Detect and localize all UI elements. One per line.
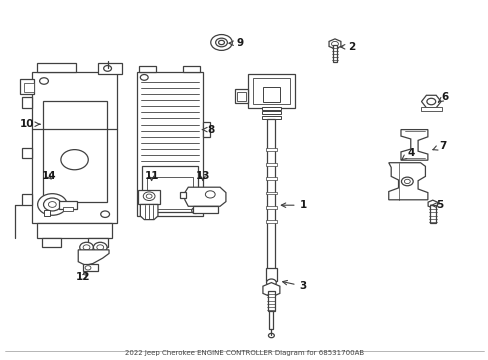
Text: 4: 4 (401, 148, 414, 159)
Text: 5: 5 (430, 200, 443, 210)
Circle shape (61, 150, 88, 170)
Bar (265, 220, 276, 223)
Circle shape (218, 40, 224, 45)
Circle shape (40, 78, 48, 84)
Polygon shape (184, 187, 225, 206)
Bar (261, 116, 281, 119)
Text: 2: 2 (340, 42, 355, 52)
Bar (183, 66, 200, 72)
Bar (20, 79, 34, 94)
Bar (37, 223, 112, 238)
Polygon shape (328, 39, 340, 49)
Bar (22, 97, 32, 108)
Circle shape (101, 211, 109, 217)
Circle shape (93, 242, 107, 252)
Circle shape (85, 266, 91, 270)
Bar (203, 122, 210, 137)
Circle shape (266, 279, 276, 286)
Circle shape (38, 194, 67, 215)
Circle shape (210, 35, 232, 50)
Bar (262, 87, 280, 102)
Circle shape (103, 66, 111, 71)
Bar (269, 311, 273, 329)
Bar (267, 119, 275, 270)
Circle shape (143, 192, 155, 201)
Bar (267, 291, 274, 311)
Bar (142, 166, 198, 212)
Bar (261, 111, 281, 114)
Circle shape (215, 38, 227, 47)
Bar (44, 210, 50, 216)
Bar (332, 45, 337, 62)
Text: 11: 11 (144, 171, 159, 181)
Bar (138, 190, 160, 204)
Text: 3: 3 (282, 280, 306, 291)
Circle shape (97, 245, 103, 250)
Circle shape (268, 333, 274, 338)
Polygon shape (388, 163, 427, 200)
Bar (37, 63, 76, 72)
Circle shape (83, 245, 90, 250)
Bar (420, 107, 441, 111)
Circle shape (426, 98, 435, 105)
Text: 10: 10 (20, 119, 40, 129)
Polygon shape (78, 250, 109, 265)
Bar (265, 268, 277, 281)
Circle shape (401, 177, 412, 186)
Circle shape (43, 198, 61, 211)
Bar (139, 66, 156, 72)
Text: 9: 9 (228, 38, 243, 48)
Polygon shape (140, 204, 158, 220)
Circle shape (140, 75, 148, 80)
Bar (41, 238, 61, 247)
Circle shape (146, 194, 152, 198)
Bar (146, 177, 193, 209)
Bar (42, 101, 106, 202)
Bar (180, 192, 185, 198)
Polygon shape (263, 283, 279, 297)
Bar (22, 148, 32, 158)
Circle shape (331, 41, 338, 46)
Bar (429, 205, 435, 223)
Bar (265, 177, 276, 180)
Circle shape (404, 179, 409, 184)
Circle shape (80, 242, 93, 252)
Text: 7: 7 (432, 141, 446, 151)
Polygon shape (421, 95, 440, 108)
Bar (98, 63, 122, 74)
Bar (234, 89, 247, 103)
Bar (24, 83, 34, 92)
Circle shape (205, 191, 215, 198)
Text: 13: 13 (195, 171, 210, 181)
Text: 6: 6 (437, 92, 447, 102)
Bar (88, 238, 107, 247)
Text: 2022 Jeep Cherokee ENGINE CONTROLLER Diagram for 68531700AB: 2022 Jeep Cherokee ENGINE CONTROLLER Dia… (124, 350, 364, 356)
Polygon shape (427, 200, 437, 208)
Bar (32, 72, 117, 223)
Bar (83, 264, 98, 271)
Bar (265, 148, 276, 151)
Bar (62, 207, 73, 211)
Circle shape (191, 208, 199, 213)
Bar (261, 107, 281, 110)
Bar (265, 206, 276, 209)
Bar (247, 74, 294, 108)
Bar (265, 192, 276, 194)
Polygon shape (400, 130, 427, 160)
Text: 1: 1 (281, 200, 306, 210)
Bar (193, 206, 217, 213)
Text: 12: 12 (76, 272, 90, 282)
Bar (59, 201, 77, 209)
Bar (237, 92, 245, 101)
Circle shape (48, 202, 56, 207)
Text: 8: 8 (202, 125, 214, 135)
Bar (252, 78, 289, 104)
Text: 14: 14 (41, 171, 56, 181)
Bar (137, 72, 203, 216)
Bar (22, 194, 32, 205)
Bar (265, 163, 276, 166)
